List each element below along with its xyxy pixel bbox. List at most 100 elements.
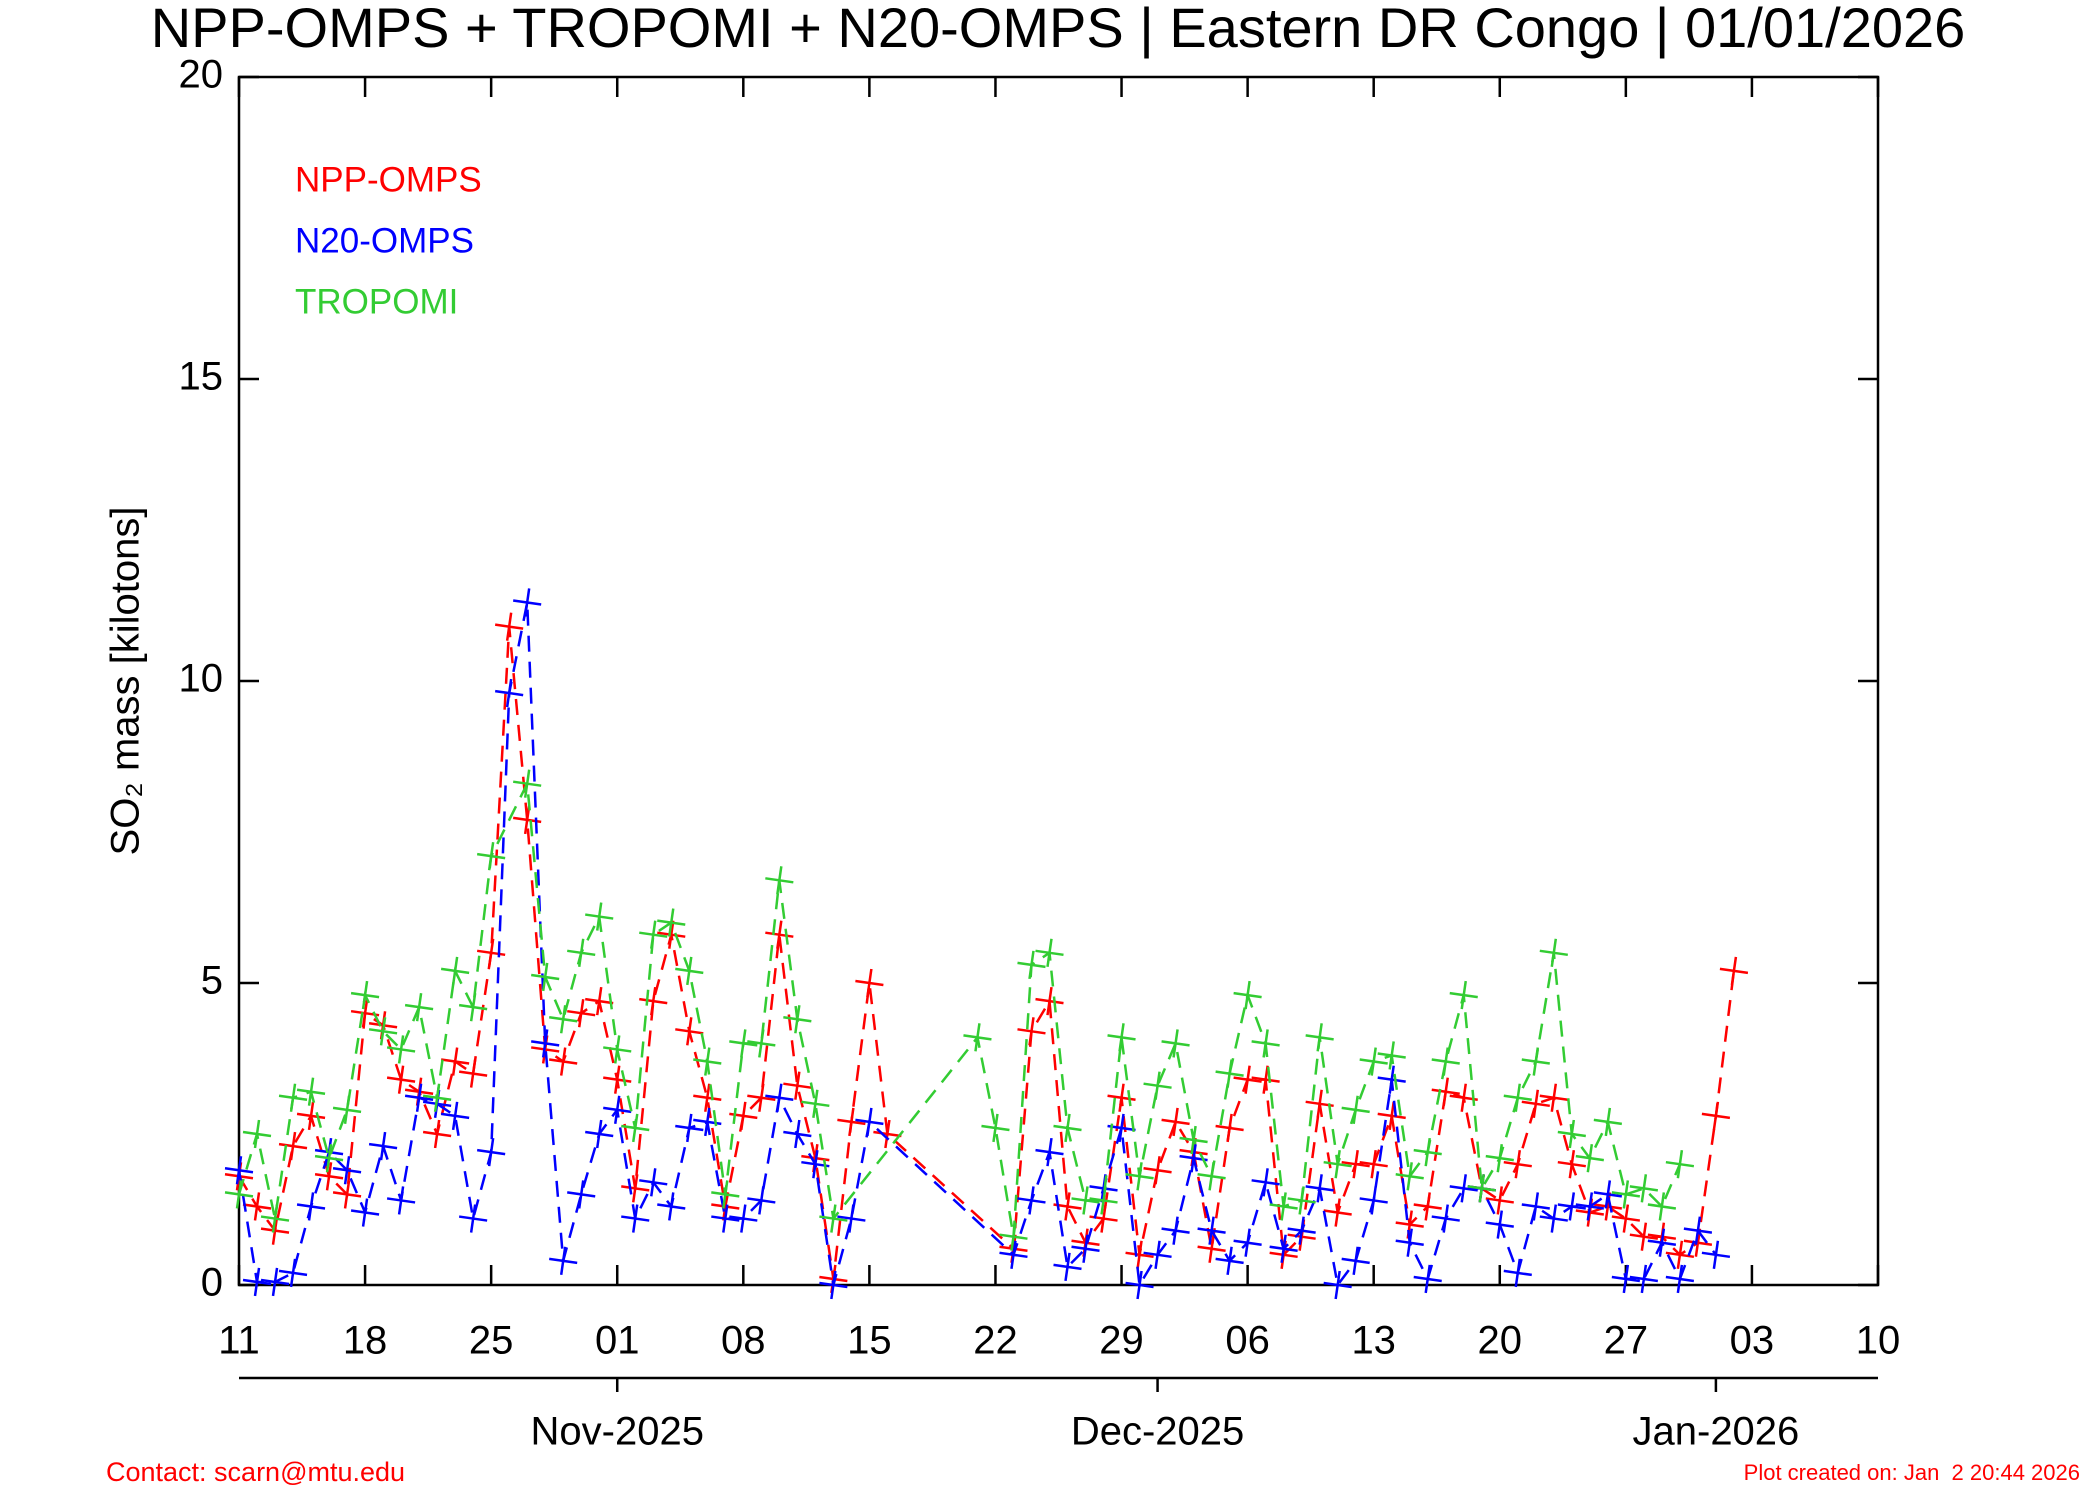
point-marker [1431,1077,1460,1106]
point-marker [1557,1150,1586,1179]
point-marker [1413,1264,1442,1294]
point-marker [1269,1192,1298,1221]
point-marker [1647,1228,1677,1257]
point-marker [1341,1246,1370,1276]
point-marker [1287,1186,1316,1215]
point-marker [1035,1137,1064,1167]
x-tick-label: 25 [469,1319,514,1363]
point-marker [981,1113,1010,1143]
point-marker [1449,980,1478,1010]
contact: Contact: scarn@mtu.edu [106,1457,405,1487]
point-marker [1503,1150,1532,1179]
point-marker [567,1180,596,1209]
point-marker [549,1005,578,1034]
point-marker [783,1071,812,1100]
point-marker [603,1095,632,1125]
point-marker [278,1131,308,1161]
point-marker [1395,1162,1424,1191]
x-tick-label: 13 [1351,1319,1396,1363]
point-marker [1233,1065,1262,1094]
point-marker [1485,1210,1514,1239]
point-marker [1485,1186,1514,1215]
point-marker [242,1267,272,1297]
created-note: Plot created on: Jan 2 20:44 2026 [1744,1460,2080,1485]
point-marker [422,1119,452,1149]
point-marker [1017,950,1046,980]
point-marker [693,1047,722,1076]
point-marker [963,1023,992,1052]
point-marker [386,1035,416,1064]
point-marker [639,920,668,949]
point-marker [1431,1047,1460,1076]
point-marker [1197,1162,1226,1191]
point-marker [711,1204,740,1233]
point-marker [1323,1198,1352,1227]
point-marker [404,1083,434,1112]
point-marker [440,1047,470,1076]
point-marker [1215,1059,1244,1088]
x-tick-label: 11 [218,1319,260,1363]
point-marker [855,968,884,998]
point-marker [1251,1168,1280,1197]
point-marker [296,1101,326,1131]
point-marker [1107,1083,1136,1112]
point-marker [657,920,686,949]
point-marker [1305,1023,1334,1052]
point-marker [314,1162,344,1191]
point-marker [549,1246,578,1276]
point-marker [1143,1240,1172,1269]
point-marker [675,1113,704,1143]
point-marker [1143,1156,1172,1185]
point-marker [531,1029,560,1058]
point-marker [1017,1186,1046,1215]
point-marker [368,1131,398,1161]
point-marker [1665,1264,1695,1294]
y-axis-label: SO₂ mass [kilotons] [104,507,148,856]
point-marker [368,1017,398,1046]
point-marker [1107,1023,1136,1052]
point-marker [1611,1180,1641,1209]
point-marker [1629,1222,1659,1251]
point-marker [332,1095,362,1125]
point-marker [224,1180,254,1209]
point-marker [657,1192,686,1221]
x-tick-label: 29 [1099,1319,1144,1363]
point-marker [1539,1083,1568,1112]
x-tick-label: 20 [1478,1319,1523,1363]
point-marker [1719,956,1749,986]
point-marker [675,1017,704,1046]
point-marker [476,938,506,967]
point-marker [332,1156,362,1185]
point-marker [1251,1029,1280,1058]
point-marker [1485,1143,1514,1173]
point-marker [1359,1150,1388,1179]
point-marker [819,1204,848,1233]
point-marker [1161,1107,1190,1137]
point-marker [837,1204,866,1233]
point-marker [458,1204,488,1233]
point-marker [1539,1204,1568,1233]
point-marker [783,1005,812,1034]
point-marker [476,841,506,871]
point-marker [404,992,434,1022]
point-marker [278,1258,308,1288]
point-marker [512,588,542,617]
point-marker [1215,1113,1244,1143]
point-marker [729,1204,758,1233]
point-marker [350,1198,380,1227]
point-marker [765,866,794,895]
point-marker [567,938,596,967]
point-marker [855,1107,884,1137]
point-marker [621,1174,650,1203]
point-marker [1665,1150,1695,1179]
point-marker [1251,1065,1280,1094]
point-marker [260,1204,290,1233]
chart-title: NPP-OMPS + TROPOMI + N20-OMPS | Eastern … [151,0,1966,59]
point-marker [621,1204,650,1233]
series-line [237,626,1736,1280]
point-marker [494,678,524,708]
point-marker [999,1222,1028,1251]
y-tick-label: 0 [201,1261,223,1305]
point-marker [1593,1180,1623,1209]
point-marker [1575,1192,1604,1221]
